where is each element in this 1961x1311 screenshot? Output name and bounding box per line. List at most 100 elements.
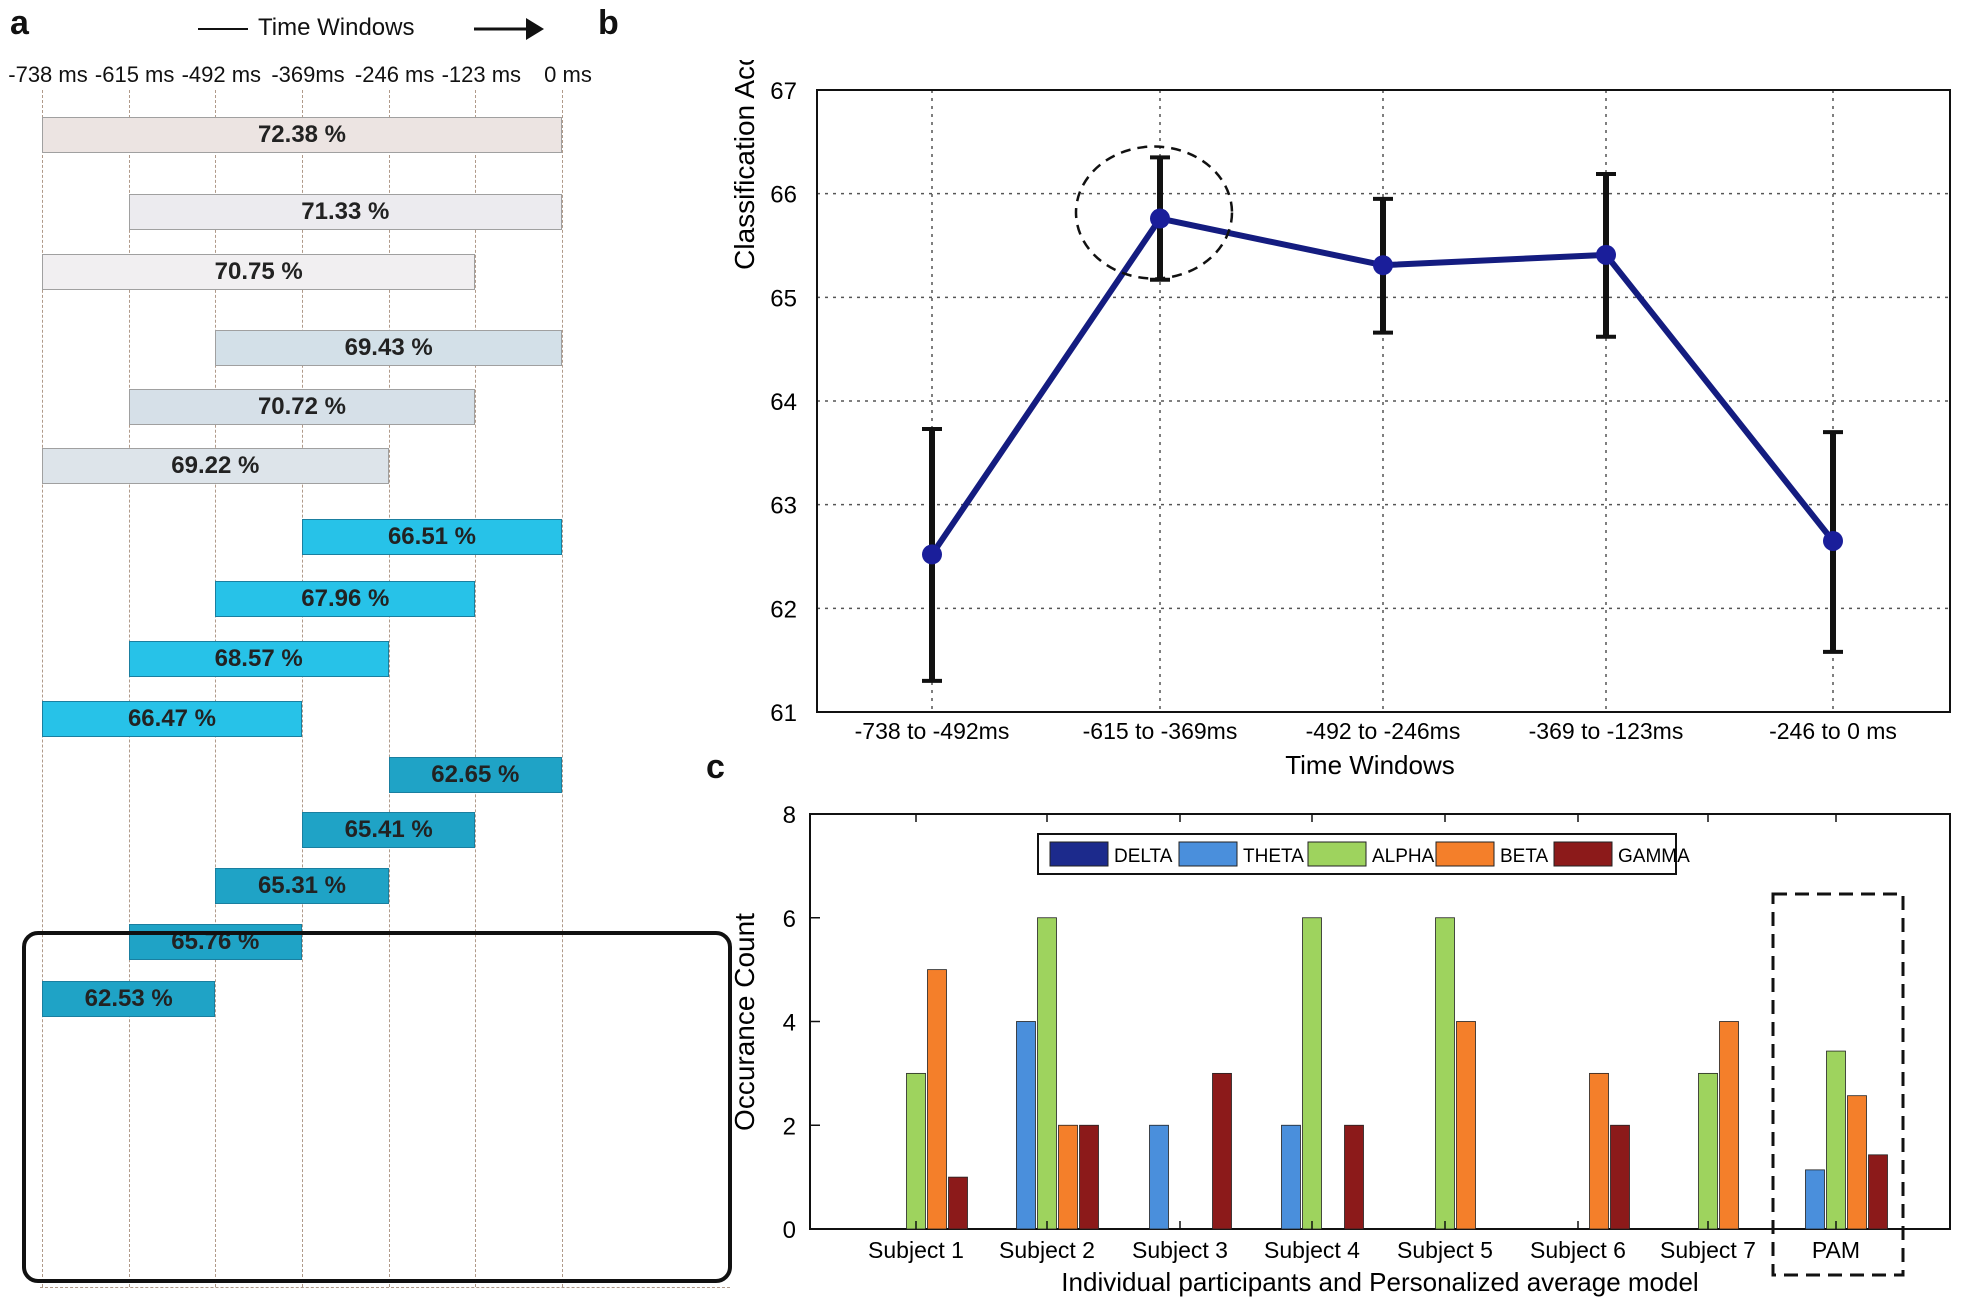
c-legend-swatch bbox=[1307, 841, 1367, 867]
c-y-tick-label: 2 bbox=[783, 1113, 796, 1140]
c-bar-gamma bbox=[1344, 1124, 1364, 1230]
c-x-tick-label: Subject 4 bbox=[1264, 1237, 1360, 1263]
c-legend: DELTA THETA ALPHA BETA GAMMA bbox=[1037, 833, 1690, 875]
b-y-axis-label: Classification Accuracy (%) bbox=[729, 60, 760, 270]
c-y-tick-label: 8 bbox=[783, 802, 796, 829]
c-bars bbox=[906, 917, 1888, 1230]
c-bar-alpha bbox=[1037, 917, 1057, 1230]
b-y-tick-label: 64 bbox=[770, 389, 797, 416]
c-bar-theta bbox=[1281, 1124, 1301, 1230]
c-legend-label: GAMMA bbox=[1618, 846, 1690, 867]
b-y-tick-label: 61 bbox=[770, 700, 797, 727]
b-data-point bbox=[1823, 530, 1843, 551]
c-bar-theta bbox=[1016, 1021, 1036, 1230]
c-x-ticks: Subject 1 Subject 2 Subject 3 Subject 4 Subj… bbox=[868, 814, 1860, 1263]
time-tick-label: -615 ms bbox=[94, 62, 175, 87]
c-x-tick-label: Subject 7 bbox=[1660, 1237, 1756, 1263]
c-x-tick-label: Subject 6 bbox=[1530, 1237, 1626, 1263]
window-bar: 66.47 % bbox=[42, 701, 302, 737]
c-bar-gamma bbox=[1079, 1124, 1099, 1230]
b-x-tick-label: -369 to -123ms bbox=[1529, 718, 1684, 744]
b-y-tick-label: 65 bbox=[770, 285, 797, 312]
right-arrow-icon bbox=[474, 18, 544, 40]
time-tick-label: -369ms bbox=[271, 62, 345, 87]
c-legend-swatch bbox=[1553, 841, 1613, 867]
c-legend-swatch bbox=[1435, 841, 1495, 867]
c-x-tick-label: Subject 1 bbox=[868, 1237, 964, 1263]
time-tick-label: -738 ms bbox=[8, 62, 88, 87]
b-y-tick-label: 67 bbox=[770, 78, 797, 105]
time-gridline bbox=[215, 90, 217, 1287]
window-bar: 67.96 % bbox=[215, 581, 476, 617]
c-legend-swatch bbox=[1049, 841, 1109, 867]
time-tick-label: -123 ms bbox=[441, 62, 522, 87]
c-y-tick-label: 4 bbox=[783, 1010, 796, 1037]
c-legend-label: ALPHA bbox=[1372, 846, 1435, 867]
window-bar: 69.22 % bbox=[42, 448, 389, 484]
b-data-point bbox=[922, 544, 942, 565]
time-arrow-line-left bbox=[198, 28, 248, 30]
b-y-tick-label: 66 bbox=[770, 182, 797, 209]
window-bar: 70.75 % bbox=[42, 254, 476, 290]
c-legend-label: BETA bbox=[1500, 846, 1549, 867]
window-bar: 72.38 % bbox=[42, 117, 562, 153]
c-y-tick-label: 6 bbox=[783, 906, 796, 933]
b-highlight-circle bbox=[1074, 145, 1234, 280]
c-bar-alpha bbox=[1435, 917, 1455, 1230]
time-gridline bbox=[475, 90, 477, 1287]
window-bar: 62.65 % bbox=[388, 757, 562, 793]
c-highlight-box-pam bbox=[1771, 892, 1905, 1277]
c-y-ticks: 0 2 4 6 8 bbox=[783, 802, 820, 1244]
c-bar-alpha bbox=[1698, 1072, 1718, 1230]
window-bar: 68.57 % bbox=[128, 641, 389, 677]
c-bar-gamma bbox=[1212, 1072, 1232, 1230]
window-bar: 65.41 % bbox=[302, 812, 476, 848]
c-bar-beta bbox=[1058, 1124, 1078, 1230]
c-bar-alpha bbox=[906, 1072, 926, 1230]
c-x-tick-label: Subject 2 bbox=[999, 1237, 1095, 1263]
b-x-axis-label: Time Windows bbox=[1285, 750, 1455, 780]
panel-b-letter: b bbox=[598, 4, 619, 42]
b-x-tick-label: -246 to 0 ms bbox=[1769, 718, 1897, 744]
window-bar: 69.43 % bbox=[215, 330, 562, 366]
c-bar-gamma bbox=[1610, 1124, 1630, 1230]
b-x-tick-label: -615 to -369ms bbox=[1083, 718, 1238, 744]
window-bar: 66.51 % bbox=[302, 519, 562, 555]
c-y-axis-label: Occurance Count bbox=[729, 913, 760, 1131]
c-x-tick-label: Subject 5 bbox=[1397, 1237, 1493, 1263]
panel-c-letter: c bbox=[706, 748, 725, 786]
c-legend-label: THETA bbox=[1243, 846, 1304, 867]
c-legend-swatch bbox=[1178, 841, 1238, 867]
c-x-tick-label: Subject 3 bbox=[1132, 1237, 1228, 1263]
panel-a-letter: a bbox=[10, 4, 29, 42]
b-x-tick-label: -738 to -492ms bbox=[855, 718, 1010, 744]
c-legend-label: DELTA bbox=[1114, 846, 1173, 867]
time-gridline bbox=[562, 90, 563, 1287]
c-bar-beta bbox=[1719, 1021, 1739, 1230]
c-bar-alpha bbox=[1302, 917, 1322, 1230]
window-bar: 65.31 % bbox=[215, 868, 389, 904]
b-plot-frame bbox=[816, 89, 1951, 713]
c-plot-frame bbox=[809, 813, 1951, 1230]
c-bar-beta bbox=[1847, 1095, 1867, 1230]
time-windows-title: Time Windows bbox=[258, 14, 415, 41]
window-bar: 71.33 % bbox=[128, 194, 562, 230]
c-y-tick-label: 0 bbox=[783, 1217, 796, 1244]
b-data-point bbox=[1596, 244, 1616, 265]
b-data-point bbox=[1373, 255, 1393, 276]
c-bar-gamma bbox=[1868, 1154, 1888, 1230]
b-data-point bbox=[1150, 208, 1170, 229]
b-points bbox=[922, 208, 1843, 565]
window-bar: 62.53 % bbox=[42, 981, 216, 1017]
c-bar-beta bbox=[1456, 1021, 1476, 1230]
c-bar-gamma bbox=[948, 1176, 968, 1230]
b-y-tick-label: 63 bbox=[770, 493, 797, 520]
c-x-axis-label: Individual participants and Personalized… bbox=[1061, 1267, 1698, 1297]
c-bar-beta bbox=[927, 969, 947, 1230]
time-gridline bbox=[128, 90, 130, 1287]
line-chart-accuracy: 61 62 63 64 65 66 67 -738 to -492ms -615 to -36… bbox=[729, 60, 1951, 780]
time-tick-label: -492 ms bbox=[181, 62, 262, 87]
c-bar-beta bbox=[1589, 1072, 1609, 1230]
b-x-ticks: -738 to -492ms -615 to -369ms -492 to -246… bbox=[855, 718, 1897, 744]
